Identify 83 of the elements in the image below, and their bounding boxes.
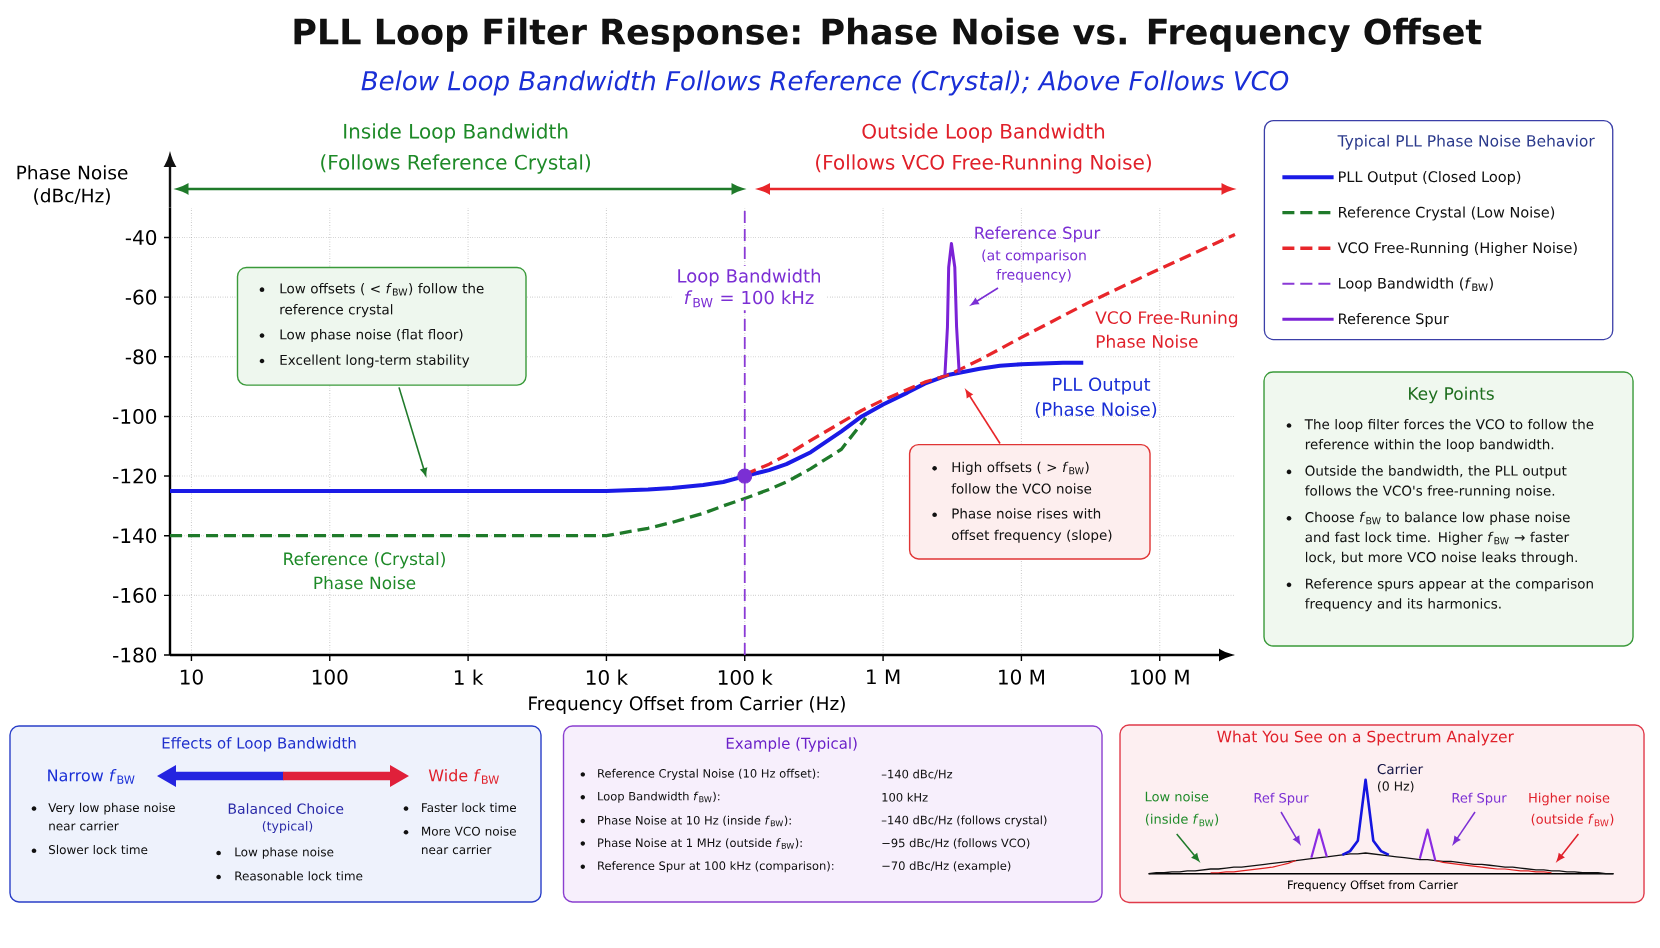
annotation: VCO Free-Runing (1095, 310, 1238, 328)
text: Reasonable lock time (235, 871, 363, 881)
x-tick-label: 10 (180, 669, 203, 685)
annotation: Reference Spur (975, 226, 1101, 243)
y-tick-label: -80 (125, 349, 157, 365)
x-tick-label: 1 M (867, 669, 900, 685)
text: (typical) (262, 820, 313, 834)
y-tick-label: -180 (113, 647, 157, 663)
annotation: Excellent long-term stability (280, 354, 470, 368)
chart-subtitle: Below Loop Bandwidth Follows Reference (Crystal); Above Follows VCO (361, 70, 1289, 96)
legend-label: VCO Free-Running (Higher Noise) (1337, 241, 1577, 257)
text: The loop filter forces the VCO to follow the reference within the loop bandwidth. (1304, 418, 1594, 452)
text: Carrier (1377, 763, 1424, 775)
text: Phase Noise at 10 Hz (inside f$_{BW}$): (598, 815, 791, 827)
annotation: Loop Bandwidth f$_{BW}$ = 100 kHz (678, 268, 820, 308)
text: −95 dBc/Hz (follows VCO) (882, 838, 1030, 849)
x-axis-title: Frequency Offset from Carrier (1288, 880, 1459, 892)
annotation: Reference (Crystal) (284, 552, 445, 569)
annotation: Phase noise rises with offset frequency (slope) (951, 508, 1112, 543)
text: Slower lock time (48, 844, 148, 855)
text: Key Points (1409, 386, 1494, 404)
text: Reference spurs appear at the comparison frequency and its harmonics. (1305, 578, 1593, 612)
annotation: Low phase noise (flat floor) (280, 329, 463, 343)
legend-label: Reference Spur (1339, 313, 1449, 328)
annotation: (outside f$_{BW}$) (1531, 813, 1614, 827)
y-tick-label: -60 (125, 289, 157, 305)
text: Outside the bandwidth, the PLL output follows the VCO's free-running noise. (1305, 465, 1567, 499)
text: Narrow f$_{BW}$ (48, 769, 135, 784)
text: Phase Noise at 1 MHz (outside f$_{BW}$): (598, 838, 802, 849)
text: Reference Spur at 100 kHz (comparison): (598, 861, 834, 873)
text: Balanced Choice (228, 803, 344, 815)
text: Effects of Loop Bandwidth (162, 737, 356, 752)
annotation: (0 Hz) (1377, 781, 1414, 793)
annotation: High offsets ( > f$_{BW}$) follow the VCO noise (951, 461, 1092, 494)
annotation: (at comparison (982, 249, 1086, 264)
annotation: (inside f$_{BW}$) (1145, 813, 1219, 827)
annotation: Ref Spur (1452, 792, 1507, 806)
text: Low phase noise (235, 847, 334, 859)
text: −70 dBc/Hz (example) (882, 861, 1011, 873)
text: 100 kHz (882, 792, 928, 802)
text: Outside Loop Bandwidth (862, 123, 1105, 143)
text: Faster lock time (422, 802, 517, 813)
legend-label: PLL Output (Closed Loop) (1339, 170, 1521, 185)
legend-label: Reference Crystal (Low Noise) (1339, 206, 1555, 221)
annotation: (Phase Noise) (1035, 402, 1157, 419)
text: Low offsets ( < f$_{BW}$) follow the reference crystal (280, 283, 484, 318)
x-tick-label: 10 M (999, 669, 1044, 685)
x-tick-label: 1 k (454, 669, 484, 685)
y-tick-label: -40 (125, 229, 157, 246)
annotation: Ref Spur (1254, 792, 1309, 806)
legend-title: Typical PLL Phase Noise Behavior (1337, 134, 1595, 150)
x-tick-label: 10 k (586, 669, 629, 686)
text: Inside Loop Bandwidth (344, 123, 568, 143)
legend-label: Loop Bandwidth (f$_{BW}$) (1339, 277, 1493, 292)
annotation: Phase Noise (314, 576, 416, 590)
x-tick-label: 100 (312, 669, 348, 685)
text: –140 dBc/Hz (881, 769, 953, 780)
text: –140 dBc/Hz (follows crystal) (881, 815, 1047, 827)
y-tick-label: -120 (113, 468, 157, 484)
text: Wide f$_{BW}$ (428, 769, 499, 784)
x-tick-label: 100 M (1131, 669, 1189, 685)
y-tick-label: -100 (113, 408, 157, 424)
text: Choose f$_{BW}$ to balance low phase noise and fast lock time. Higher f$_{BW}$ → faster lock, but more VCO noise leaks through. (1305, 511, 1577, 565)
chart-title: PLL Loop Filter Response: Phase Noise vs. Frequency Offset (294, 17, 1482, 52)
text: Very low phase noise near carrier (48, 802, 175, 831)
text: More VCO noise near carrier (421, 826, 516, 855)
annotation: Low noise (1145, 791, 1209, 802)
y-tick-label: -140 (113, 528, 157, 544)
text: Loop Bandwidth f$_{BW}$): (598, 791, 720, 803)
annotation: Higher noise (1529, 792, 1610, 806)
annotation: frequency) (996, 269, 1071, 283)
y-tick-label: -160 (113, 587, 157, 603)
y-axis-title: Phase Noise (dBc/Hz) (17, 165, 128, 205)
x-tick-label: 100 k (718, 669, 773, 686)
text: Reference Crystal Noise (10 Hz offset): (598, 768, 819, 780)
text: Example (Typical) (726, 737, 857, 752)
x-axis-title: Frequency Offset from Carrier (Hz) (529, 696, 845, 714)
annotation: PLL Output (1053, 377, 1151, 395)
text: (Follows VCO Free-Running Noise) (816, 154, 1151, 174)
line-series (943, 241, 961, 377)
chart-title: What You See on a Spectrum Analyzer (1217, 730, 1514, 746)
text: (Follows Reference Crystal) (321, 154, 591, 174)
annotation: Phase Noise (1096, 334, 1198, 348)
